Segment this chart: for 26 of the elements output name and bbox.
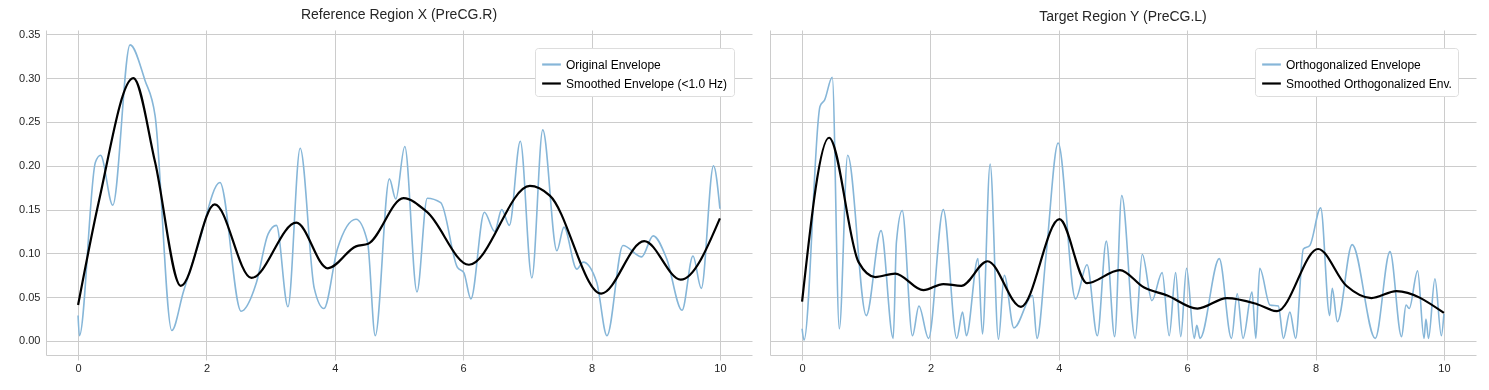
x-tick-label: 2 — [927, 361, 935, 374]
chart-title: Reference Region X (PreCG.R) — [300, 6, 498, 23]
x-tick-label: 10 — [1438, 361, 1451, 374]
y-tick-label: 0.15 — [19, 203, 41, 216]
legend-label: Orthogonalized Envelope — [1286, 57, 1422, 72]
y-tick-label: 0.35 — [19, 27, 41, 40]
x-tick-label: 10 — [714, 361, 727, 374]
chart-title: Target Region Y (PreCG.L) — [1039, 8, 1207, 24]
y-tick-label: 0.30 — [19, 71, 41, 84]
y-tick-label: 0.20 — [19, 159, 41, 172]
legend-label: Original Envelope — [566, 57, 662, 72]
legend-label: Smoothed Envelope (<1.0 Hz) — [566, 76, 728, 91]
x-tick-label: 8 — [1312, 361, 1320, 374]
x-tick-label: 8 — [588, 361, 596, 374]
x-tick-label: 2 — [203, 361, 211, 374]
y-tick-label: 0.05 — [19, 290, 41, 303]
legend-label: Smoothed Orthogonalized Env. — [1286, 76, 1452, 91]
x-tick-label: 6 — [1184, 361, 1191, 374]
x-tick-label: 0 — [799, 361, 806, 374]
x-tick-label: 0 — [75, 361, 82, 374]
x-tick-label: 6 — [460, 361, 467, 374]
y-tick-label: 0.25 — [19, 115, 41, 128]
x-tick-label: 4 — [1056, 361, 1063, 374]
x-tick-label: 4 — [332, 361, 339, 374]
y-tick-label: 0.10 — [19, 246, 41, 259]
y-tick-label: 0.00 — [19, 334, 41, 347]
